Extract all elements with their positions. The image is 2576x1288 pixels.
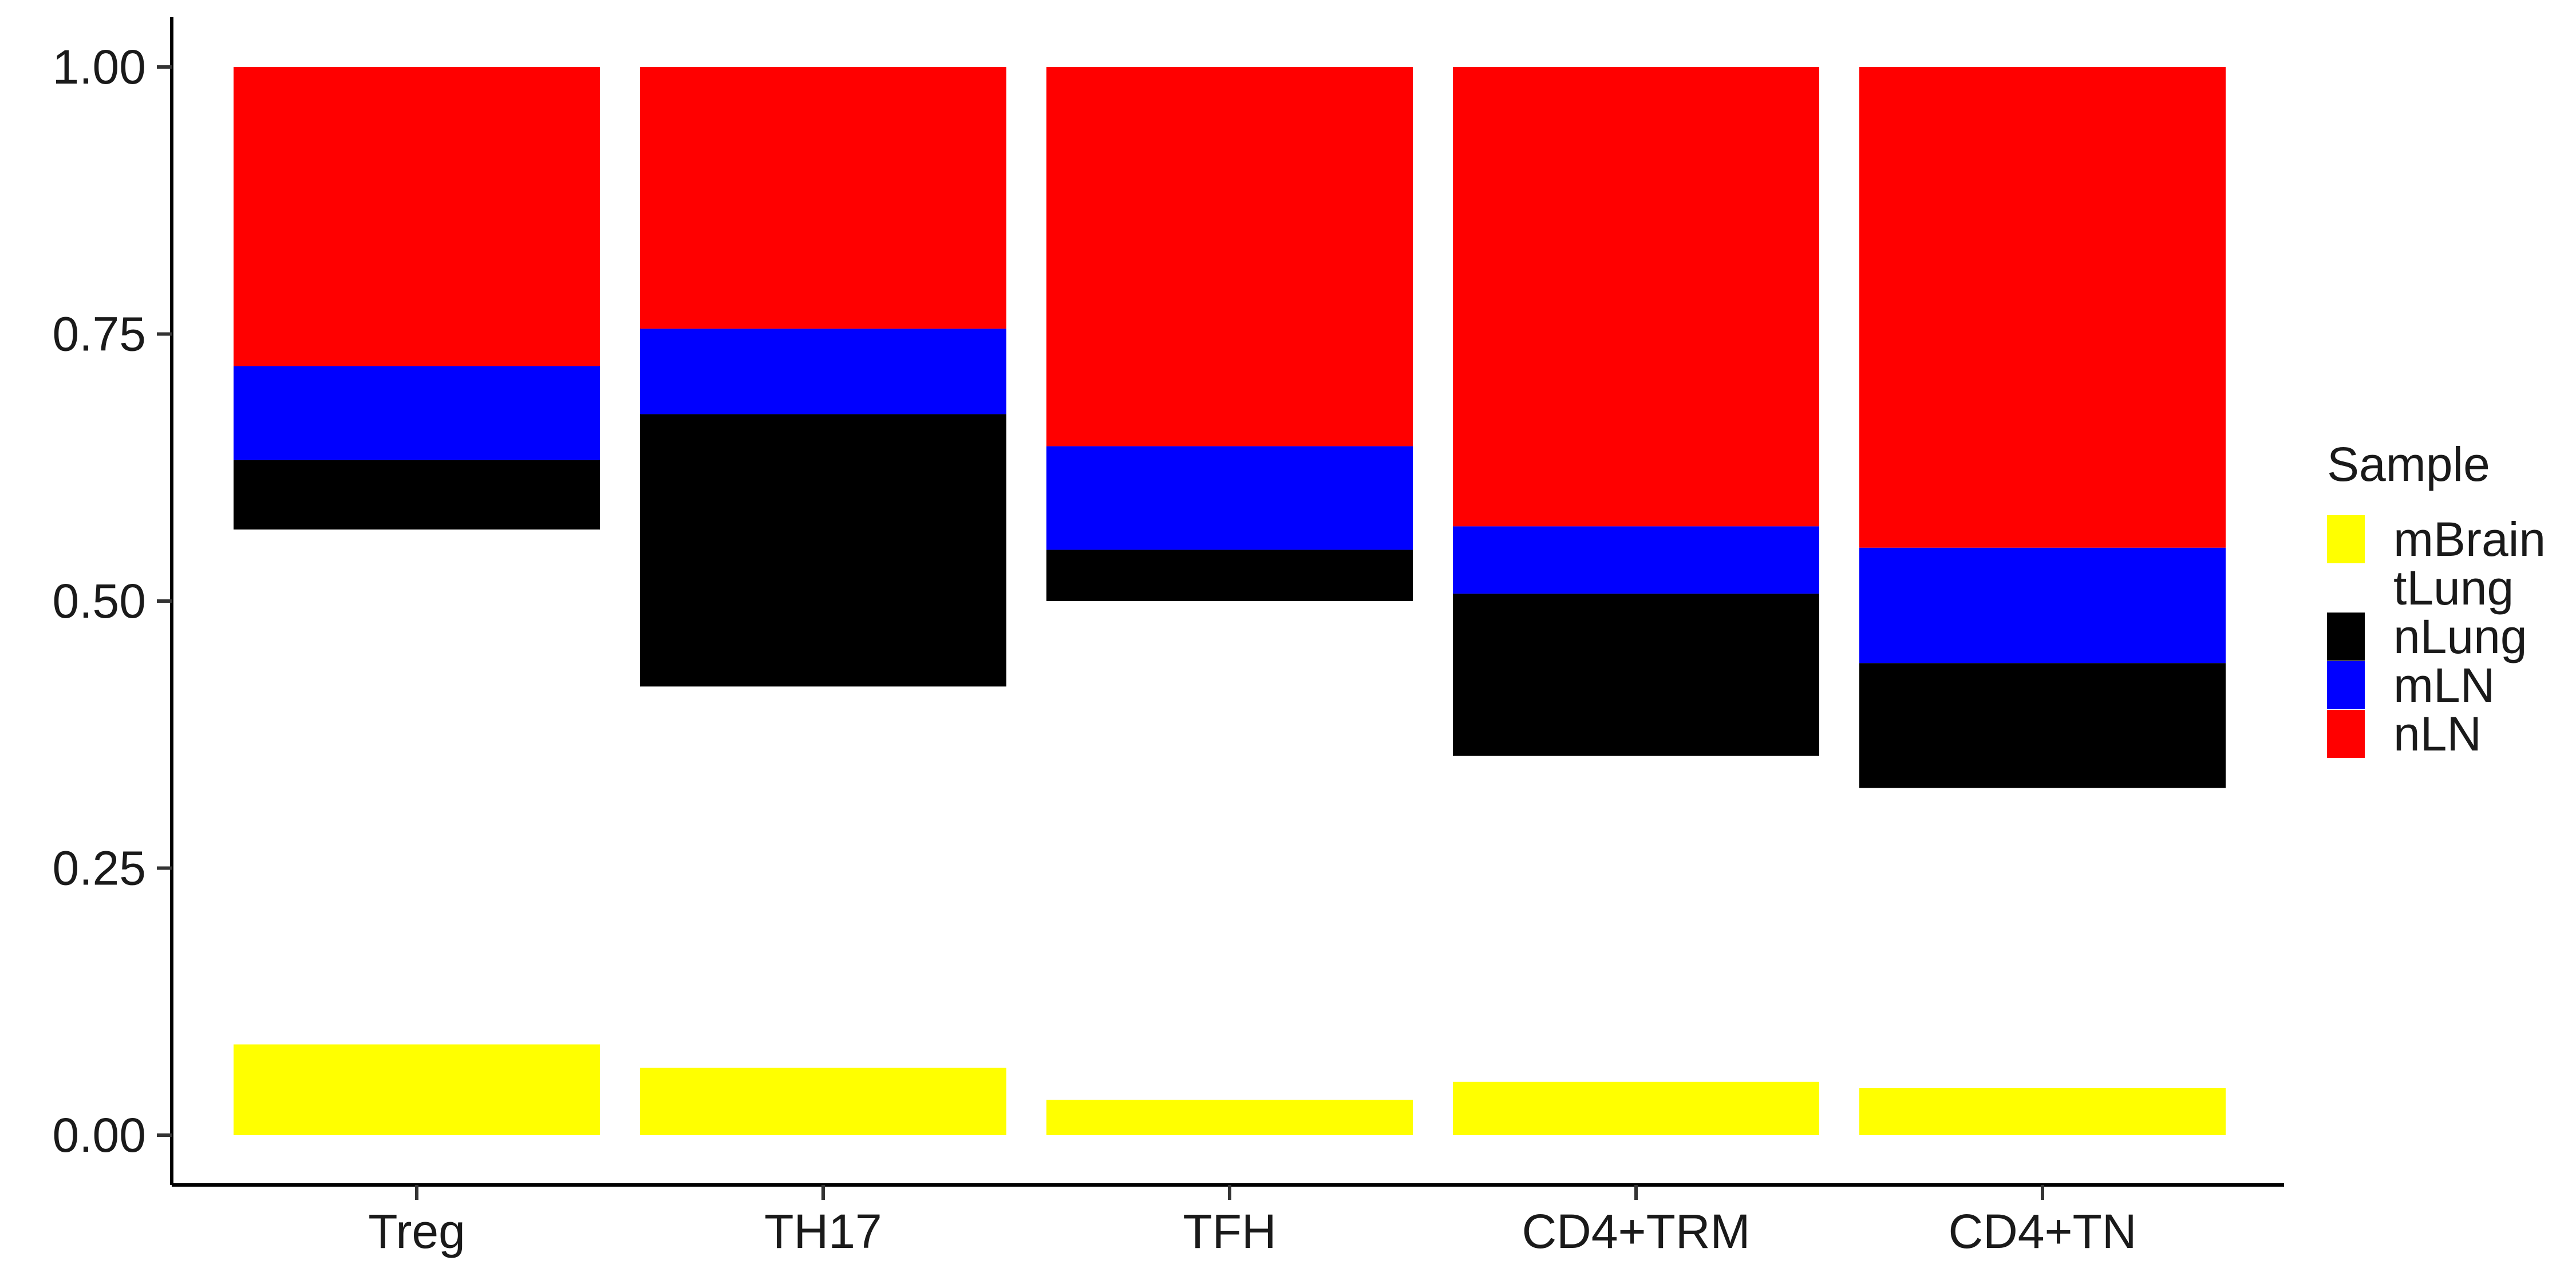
bar-segment-nln	[234, 67, 600, 366]
bar-segment-nlung	[234, 460, 600, 530]
legend-label-mln: mLN	[2393, 658, 2495, 712]
legend-label-tlung: tLung	[2393, 561, 2514, 615]
bar-segment-mbrain	[1859, 1088, 2226, 1135]
bar-segment-nlung	[640, 414, 1006, 687]
bar-segment-nln	[1046, 67, 1413, 447]
legend-label-mbrain: mBrain	[2393, 512, 2546, 566]
bar-segment-mln	[1453, 526, 1819, 594]
bar-group-treg	[234, 67, 600, 1135]
x-tick-label: CD4+TN	[1948, 1204, 2136, 1258]
bar-segment-nln	[1453, 67, 1819, 527]
bar-segment-tlung	[1453, 756, 1819, 1082]
y-tick-label: 0.75	[53, 307, 147, 361]
bar-segment-mbrain	[640, 1068, 1006, 1135]
legend-title: Sample	[2327, 437, 2490, 491]
x-tick-label: TH17	[764, 1204, 882, 1258]
bar-segment-mbrain	[1453, 1081, 1819, 1135]
legend-label-nlung: nLung	[2393, 610, 2527, 663]
bar-segment-tlung	[1046, 601, 1413, 1100]
bars-layer	[234, 67, 2226, 1135]
legend-key-tlung	[2327, 564, 2365, 612]
bar-segment-nlung	[1859, 663, 2226, 788]
legend-key-nln	[2327, 710, 2365, 758]
bar-segment-mln	[640, 329, 1006, 414]
y-tick-label: 1.00	[53, 40, 147, 94]
bar-segment-nln	[640, 67, 1006, 329]
bar-segment-nlung	[1046, 550, 1413, 601]
x-tick-label: TFH	[1183, 1204, 1276, 1258]
bar-group-th17	[640, 67, 1006, 1135]
bar-group-cd4-tn	[1859, 67, 2226, 1135]
legend-key-nlung	[2327, 613, 2365, 661]
bar-segment-mln	[1046, 446, 1413, 550]
legend-key-mln	[2327, 661, 2365, 709]
legend-label-nln: nLN	[2393, 707, 2482, 761]
bar-segment-nlung	[1453, 593, 1819, 756]
x-tick-label: CD4+TRM	[1522, 1204, 1750, 1258]
bar-segment-tlung	[640, 686, 1006, 1068]
bar-segment-mln	[234, 366, 600, 460]
axes-layer: 0.00 0.25 0.50 0.75 1.00 Treg TH17 TFH CD4+TRM CD…	[53, 17, 2284, 1258]
y-tick-label: 0.25	[53, 841, 147, 895]
bar-segment-tlung	[234, 529, 600, 1045]
bar-segment-tlung	[1859, 788, 2226, 1088]
y-tick-label: 0.00	[53, 1108, 147, 1162]
bar-segment-mbrain	[1046, 1100, 1413, 1135]
x-tick-label: Treg	[368, 1204, 465, 1258]
bar-segment-mln	[1859, 547, 2226, 663]
bar-group-tfh	[1046, 67, 1413, 1135]
bar-segment-mbrain	[234, 1044, 600, 1135]
bar-group-cd4-trm	[1453, 67, 1819, 1135]
bar-segment-nln	[1859, 67, 2226, 548]
legend-key-mbrain	[2327, 515, 2365, 563]
y-tick-label: 0.50	[53, 574, 147, 628]
